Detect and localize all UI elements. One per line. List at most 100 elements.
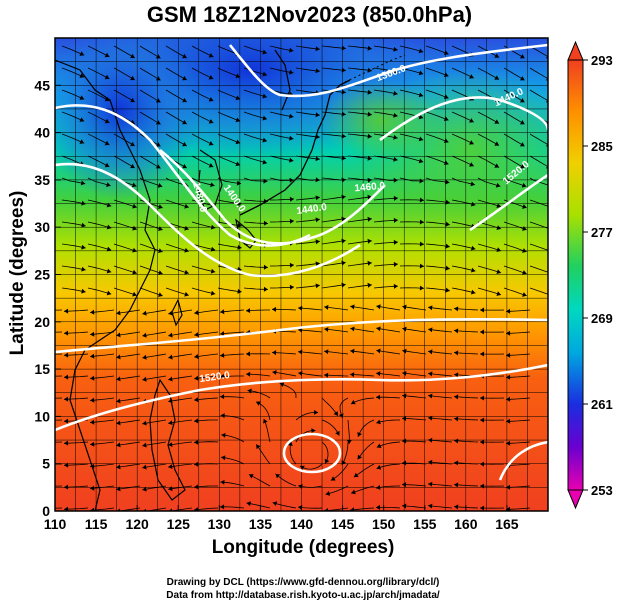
streamline-arrowhead: [519, 142, 525, 147]
streamline-arrowhead: [79, 95, 85, 100]
streamline: [165, 243, 189, 252]
streamline-arrowhead: [548, 226, 553, 231]
streamline-arrowhead: [262, 71, 267, 77]
streamline: [373, 45, 398, 51]
streamline-arrowhead: [402, 348, 407, 354]
streamline-arrowhead: [275, 473, 281, 479]
streamline-arrowhead: [506, 484, 511, 490]
streamline-arrowhead: [522, 270, 527, 275]
streamline: [194, 353, 219, 358]
streamline-arrowhead: [263, 198, 268, 204]
streamline: [61, 221, 86, 227]
streamline: [428, 505, 453, 509]
streamline-arrowhead: [324, 326, 329, 332]
streamline-arrowhead: [38, 329, 42, 334]
streamline: [269, 155, 294, 162]
streamline-arrowhead: [367, 67, 372, 73]
streamline-arrowhead: [454, 328, 459, 334]
streamline-arrowhead: [194, 397, 199, 403]
streamline-arrowhead: [445, 287, 450, 293]
streamline: [503, 287, 527, 297]
streamline-arrowhead: [341, 45, 346, 51]
streamline: [113, 265, 137, 274]
streamline: [350, 507, 375, 511]
streamline-arrowhead: [220, 413, 225, 419]
streamline-arrowhead: [155, 142, 161, 147]
streamline-arrowhead: [155, 98, 161, 103]
streamline-arrowhead: [246, 308, 251, 314]
streamline-arrowhead: [289, 177, 294, 183]
streamline-arrowhead: [469, 118, 474, 123]
streamline-arrowhead: [443, 72, 449, 78]
streamline-arrowhead: [131, 182, 137, 188]
streamline-arrowhead: [64, 330, 69, 336]
streamline: [295, 45, 320, 50]
streamline-arrowhead: [155, 120, 161, 125]
streamline: [425, 45, 449, 55]
streamline-arrowhead: [494, 119, 500, 124]
streamline: [298, 372, 323, 377]
contour-line-south-2: [55, 363, 548, 432]
streamline-arrowhead: [208, 52, 214, 58]
streamline: [194, 331, 219, 336]
contour-label: 1440.0: [296, 202, 328, 217]
streamline-arrowhead: [470, 181, 475, 187]
streamline-arrowhead: [104, 96, 110, 102]
streamline: [325, 485, 349, 495]
streamline-arrowhead: [184, 269, 189, 275]
streamline-arrowhead: [38, 395, 42, 400]
streamline-arrowhead: [208, 140, 214, 146]
streamline-arrowhead: [158, 292, 163, 297]
x-axis-ticks: 110 115 120 125 130 135 140 145 150 155 160 165: [44, 505, 519, 532]
streamline-arrowhead: [519, 120, 525, 125]
streamline-arrowhead: [341, 238, 346, 244]
streamline: [263, 418, 271, 443]
streamline-arrowhead: [90, 375, 95, 381]
streamline-arrowhead: [480, 329, 485, 335]
streamline-arrowhead: [263, 418, 268, 424]
y-axis-label: Latitude (degrees): [7, 190, 28, 356]
streamline-arrowhead: [256, 444, 261, 450]
streamline: [255, 444, 271, 465]
streamline-arrowhead: [289, 196, 294, 202]
streamline-arrowhead: [106, 268, 112, 274]
streamline-arrowhead: [64, 374, 69, 380]
streamline: [347, 262, 372, 267]
streamline-arrowhead: [235, 95, 241, 101]
colorbar-gradient: [567, 59, 584, 491]
streamline-arrowhead: [168, 332, 173, 338]
streamline-arrowhead: [418, 114, 424, 120]
streamline-arrowhead: [357, 454, 363, 460]
streamline-arrowhead: [402, 370, 407, 376]
streamline-arrowhead: [130, 75, 135, 81]
streamline-arrowhead: [130, 97, 135, 103]
x-tick-label: 155: [413, 516, 437, 532]
streamline-arrowhead: [454, 504, 459, 510]
x-tick-label: 130: [208, 516, 232, 532]
streamline: [373, 241, 398, 245]
contour-label: 1460.0: [354, 181, 386, 195]
streamline: [221, 456, 245, 465]
streamline-arrowhead: [184, 225, 189, 231]
streamline-arrowhead: [519, 98, 525, 103]
streamline-arrowhead: [469, 162, 474, 167]
streamline-arrowhead: [325, 491, 331, 496]
streamline-arrowhead: [155, 54, 161, 59]
streamline-arrowhead: [104, 74, 110, 80]
streamline-arrowhead: [324, 349, 329, 355]
streamline-arrowhead: [376, 464, 382, 470]
streamline-arrowhead: [168, 310, 173, 316]
streamline-arrowhead: [445, 179, 450, 185]
streamline-arrowhead: [353, 472, 359, 478]
streamline-arrowhead: [246, 501, 251, 507]
streamline-arrowhead: [194, 310, 199, 316]
streamline-arrowhead: [443, 160, 449, 166]
streamline-arrowhead: [116, 398, 121, 404]
y-tick-label: 5: [42, 456, 50, 472]
streamline: [217, 89, 241, 100]
streamline-arrowhead: [506, 396, 511, 402]
streamline-arrowhead: [132, 269, 137, 275]
streamline-arrowhead: [158, 248, 163, 253]
streamline-arrowhead: [90, 507, 95, 511]
